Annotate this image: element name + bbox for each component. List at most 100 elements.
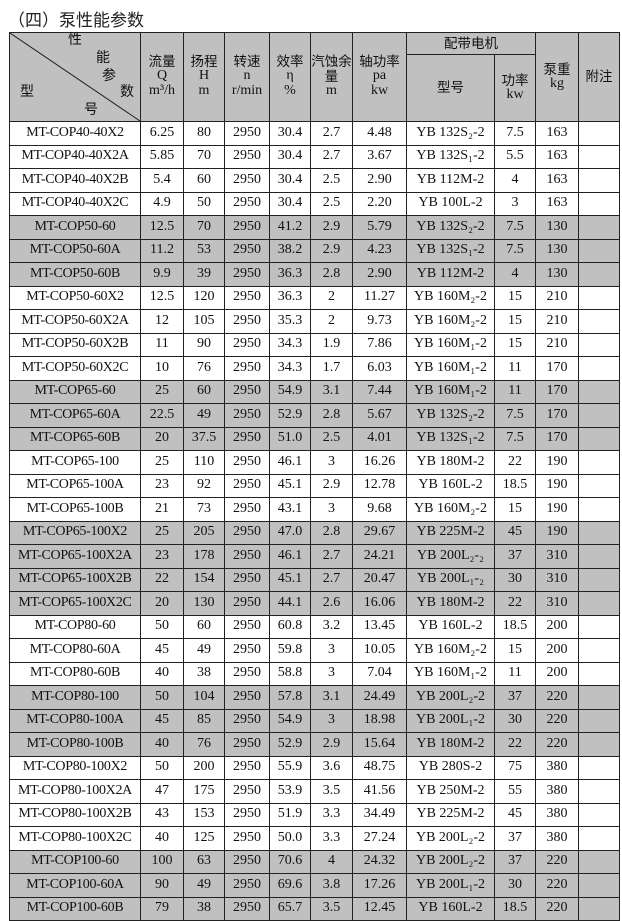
- cell-npsh: 2.8: [310, 403, 353, 428]
- cell-speed: 2950: [224, 121, 270, 146]
- cell-speed: 2950: [224, 591, 270, 616]
- cell-npsh: 3.1: [310, 379, 353, 404]
- cell-model: MT-COP65-60: [9, 379, 141, 404]
- cell-motor-power: 45: [494, 520, 536, 545]
- cell-motor-model: YB 200L₂-₂: [406, 544, 495, 569]
- col-shaft-power: 轴功率 pa kw: [352, 32, 407, 122]
- cell-weight: 310: [535, 591, 579, 616]
- cell-efficiency: 46.1: [269, 544, 311, 569]
- cell-shaft-power: 7.44: [352, 379, 407, 404]
- cell-motor-power: 18.5: [494, 473, 536, 498]
- cell-shaft-power: 4.01: [352, 426, 407, 451]
- cell-weight: 163: [535, 191, 579, 216]
- col-efficiency: 效率 η%: [269, 32, 311, 122]
- cell-motor-power: 11: [494, 356, 536, 381]
- cell-efficiency: 54.9: [269, 708, 311, 733]
- cell-motor-power: 55: [494, 779, 536, 804]
- cell-motor-power: 4: [494, 168, 536, 193]
- diag-label: 参: [102, 68, 116, 84]
- cell-npsh: 2.7: [310, 567, 353, 592]
- cell-head: 92: [183, 473, 225, 498]
- cell-npsh: 3: [310, 450, 353, 475]
- cell-flow: 11.2: [140, 238, 184, 263]
- cell-flow: 90: [140, 873, 184, 898]
- cell-note: [578, 121, 620, 146]
- cell-weight: 380: [535, 826, 579, 851]
- cell-motor-model: YB 200L₂-2: [406, 826, 495, 851]
- cell-speed: 2950: [224, 826, 270, 851]
- cell-efficiency: 65.7: [269, 896, 311, 921]
- cell-speed: 2950: [224, 262, 270, 287]
- cell-model: MT-COP65-100B: [9, 497, 141, 522]
- cell-note: [578, 497, 620, 522]
- cell-flow: 12: [140, 309, 184, 334]
- cell-shaft-power: 5.79: [352, 215, 407, 240]
- col-motor-power: 功率 kw: [494, 54, 536, 122]
- cell-shaft-power: 7.86: [352, 332, 407, 357]
- cell-flow: 79: [140, 896, 184, 921]
- cell-efficiency: 46.1: [269, 450, 311, 475]
- cell-weight: 170: [535, 426, 579, 451]
- cell-npsh: 2.8: [310, 262, 353, 287]
- cell-weight: 163: [535, 168, 579, 193]
- cell-model: MT-COP40-40X2B: [9, 168, 141, 193]
- cell-note: [578, 779, 620, 804]
- cell-head: 175: [183, 779, 225, 804]
- cell-head: 60: [183, 168, 225, 193]
- cell-motor-power: 37: [494, 826, 536, 851]
- section-title: （四）泵性能参数: [8, 11, 144, 31]
- cell-motor-model: YB 132S₁-2: [406, 238, 495, 263]
- cell-flow: 5.4: [140, 168, 184, 193]
- cell-model: MT-COP65-100X2B: [9, 567, 141, 592]
- cell-model: MT-COP80-100X2: [9, 755, 141, 780]
- cell-efficiency: 54.9: [269, 379, 311, 404]
- col-note: 附注: [578, 32, 620, 122]
- cell-shaft-power: 2.90: [352, 168, 407, 193]
- cell-weight: 220: [535, 849, 579, 874]
- cell-motor-power: 5.5: [494, 144, 536, 169]
- table-row: MT-COP40-40X2B 5.4 60 2950 30.4 2.5 2.90 YB 112…: [9, 168, 620, 193]
- cell-speed: 2950: [224, 896, 270, 921]
- cell-motor-model: YB 112M-2: [406, 262, 495, 287]
- cell-weight: 380: [535, 755, 579, 780]
- cell-flow: 20: [140, 591, 184, 616]
- cell-npsh: 3.2: [310, 614, 353, 639]
- cell-motor-model: YB 132S₁-2: [406, 144, 495, 169]
- cell-weight: 380: [535, 802, 579, 827]
- cell-note: [578, 708, 620, 733]
- cell-motor-model: YB 250M-2: [406, 779, 495, 804]
- cell-motor-model: YB 160M₂-2: [406, 309, 495, 334]
- cell-npsh: 1.7: [310, 356, 353, 381]
- cell-flow: 10: [140, 356, 184, 381]
- cell-npsh: 2.9: [310, 215, 353, 240]
- cell-shaft-power: 6.03: [352, 356, 407, 381]
- cell-efficiency: 52.9: [269, 732, 311, 757]
- cell-flow: 40: [140, 661, 184, 686]
- cell-model: MT-COP100-60B: [9, 896, 141, 921]
- cell-motor-power: 7.5: [494, 426, 536, 451]
- table-row: MT-COP65-100X2 25 205 2950 47.0 2.8 29.67 YB 22…: [9, 520, 620, 545]
- cell-weight: 310: [535, 544, 579, 569]
- table-row: MT-COP80-60B 40 38 2950 58.8 3 7.04 YB 160M₁-2 1…: [9, 661, 620, 686]
- table-row: MT-COP100-60B 79 38 2950 65.7 3.5 12.45 YB 160L…: [9, 896, 620, 921]
- cell-shaft-power: 29.67: [352, 520, 407, 545]
- cell-head: 76: [183, 732, 225, 757]
- cell-model: MT-COP80-60B: [9, 661, 141, 686]
- cell-weight: 200: [535, 661, 579, 686]
- cell-shaft-power: 11.27: [352, 285, 407, 310]
- cell-weight: 170: [535, 356, 579, 381]
- cell-note: [578, 661, 620, 686]
- cell-model: MT-COP65-100A: [9, 473, 141, 498]
- cell-shaft-power: 17.26: [352, 873, 407, 898]
- cell-motor-power: 37: [494, 685, 536, 710]
- cell-efficiency: 69.6: [269, 873, 311, 898]
- diag-label: 性: [68, 32, 82, 48]
- cell-shaft-power: 20.47: [352, 567, 407, 592]
- cell-flow: 45: [140, 708, 184, 733]
- cell-npsh: 2.9: [310, 473, 353, 498]
- cell-efficiency: 58.8: [269, 661, 311, 686]
- cell-note: [578, 638, 620, 663]
- cell-model: MT-COP65-100X2C: [9, 591, 141, 616]
- table-row: MT-COP50-60X2A 12 105 2950 35.3 2 9.73 YB 160M₂…: [9, 309, 620, 334]
- cell-head: 76: [183, 356, 225, 381]
